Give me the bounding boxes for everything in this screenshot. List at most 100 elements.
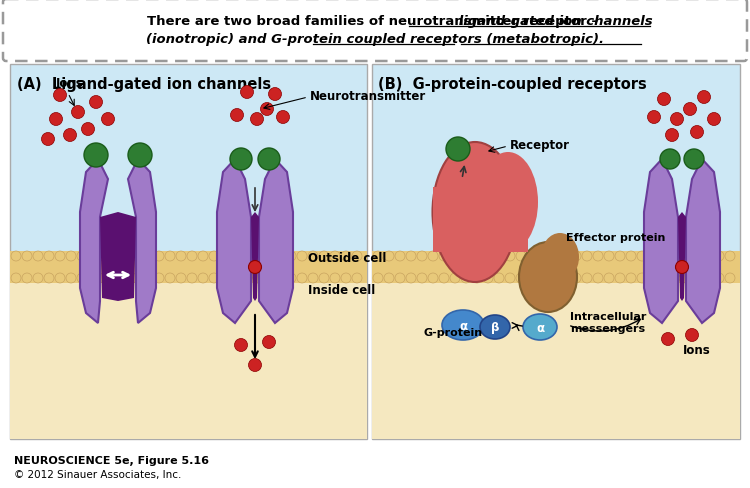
Ellipse shape — [11, 251, 21, 262]
Ellipse shape — [406, 251, 416, 262]
Text: (B)  G-protein-coupled receptors: (B) G-protein-coupled receptors — [378, 77, 646, 92]
Bar — [372, 65, 740, 439]
Ellipse shape — [242, 251, 252, 262]
Ellipse shape — [277, 111, 290, 124]
Ellipse shape — [128, 143, 152, 168]
Bar — [433, 187, 528, 252]
Ellipse shape — [707, 113, 721, 126]
Ellipse shape — [99, 273, 109, 284]
Ellipse shape — [626, 251, 636, 262]
Ellipse shape — [659, 273, 669, 284]
Ellipse shape — [198, 273, 208, 284]
Ellipse shape — [604, 251, 614, 262]
Ellipse shape — [308, 251, 318, 262]
Ellipse shape — [275, 251, 285, 262]
Text: (A)  Ligand-gated ion channels: (A) Ligand-gated ion channels — [17, 77, 272, 92]
Ellipse shape — [519, 243, 577, 312]
Ellipse shape — [176, 273, 186, 284]
Ellipse shape — [483, 251, 493, 262]
Text: Effector protein: Effector protein — [566, 232, 665, 243]
Text: Ions: Ions — [683, 343, 711, 356]
Ellipse shape — [593, 273, 603, 284]
Ellipse shape — [53, 89, 67, 102]
Ellipse shape — [442, 310, 484, 340]
Ellipse shape — [121, 251, 131, 262]
Ellipse shape — [395, 273, 405, 284]
Ellipse shape — [615, 273, 625, 284]
Ellipse shape — [692, 251, 702, 262]
Ellipse shape — [523, 314, 557, 340]
Ellipse shape — [395, 251, 405, 262]
Ellipse shape — [549, 251, 559, 262]
Ellipse shape — [516, 273, 526, 284]
Ellipse shape — [428, 251, 438, 262]
Bar — [372, 251, 740, 284]
Polygon shape — [128, 160, 156, 324]
Ellipse shape — [665, 129, 679, 142]
Ellipse shape — [55, 273, 65, 284]
Ellipse shape — [165, 273, 175, 284]
Ellipse shape — [384, 251, 394, 262]
Ellipse shape — [209, 251, 219, 262]
Ellipse shape — [725, 251, 735, 262]
Ellipse shape — [268, 88, 281, 102]
Ellipse shape — [683, 103, 697, 116]
Polygon shape — [259, 160, 293, 324]
Ellipse shape — [101, 113, 115, 126]
Ellipse shape — [373, 251, 383, 262]
Ellipse shape — [209, 273, 219, 284]
Ellipse shape — [220, 273, 230, 284]
Ellipse shape — [703, 273, 713, 284]
Ellipse shape — [82, 123, 94, 136]
Ellipse shape — [352, 273, 362, 284]
Ellipse shape — [450, 273, 460, 284]
Ellipse shape — [220, 251, 230, 262]
Ellipse shape — [248, 261, 262, 274]
Ellipse shape — [647, 111, 661, 124]
Ellipse shape — [352, 251, 362, 262]
Ellipse shape — [286, 251, 296, 262]
Ellipse shape — [660, 150, 680, 170]
Ellipse shape — [71, 106, 85, 119]
Ellipse shape — [538, 251, 548, 262]
Ellipse shape — [242, 273, 252, 284]
Ellipse shape — [262, 336, 275, 349]
Ellipse shape — [676, 261, 688, 274]
Ellipse shape — [472, 251, 482, 262]
Ellipse shape — [406, 273, 416, 284]
Polygon shape — [644, 160, 678, 324]
Ellipse shape — [64, 129, 76, 142]
Polygon shape — [686, 160, 720, 324]
Ellipse shape — [341, 251, 351, 262]
Ellipse shape — [176, 251, 186, 262]
Ellipse shape — [648, 273, 658, 284]
Bar — [10, 251, 367, 284]
Ellipse shape — [330, 251, 340, 262]
Ellipse shape — [55, 251, 65, 262]
Ellipse shape — [66, 251, 76, 262]
Ellipse shape — [670, 251, 680, 262]
Ellipse shape — [165, 251, 175, 262]
Ellipse shape — [319, 273, 329, 284]
Ellipse shape — [50, 113, 62, 126]
Text: NEUROSCIENCE 5e, Figure 5.16: NEUROSCIENCE 5e, Figure 5.16 — [14, 455, 209, 465]
Text: β: β — [490, 321, 500, 334]
Ellipse shape — [703, 251, 713, 262]
Ellipse shape — [494, 273, 504, 284]
Bar — [10, 65, 367, 439]
Ellipse shape — [691, 126, 703, 139]
Ellipse shape — [560, 251, 570, 262]
Ellipse shape — [341, 273, 351, 284]
Ellipse shape — [264, 273, 274, 284]
Ellipse shape — [417, 251, 427, 262]
Ellipse shape — [110, 251, 120, 262]
Ellipse shape — [251, 113, 263, 126]
Ellipse shape — [483, 273, 493, 284]
Ellipse shape — [549, 273, 559, 284]
Ellipse shape — [450, 251, 460, 262]
Ellipse shape — [428, 273, 438, 284]
Text: © 2012 Sinauer Associates, Inc.: © 2012 Sinauer Associates, Inc. — [14, 469, 182, 479]
Ellipse shape — [433, 142, 517, 283]
Ellipse shape — [604, 273, 614, 284]
Ellipse shape — [88, 251, 98, 262]
